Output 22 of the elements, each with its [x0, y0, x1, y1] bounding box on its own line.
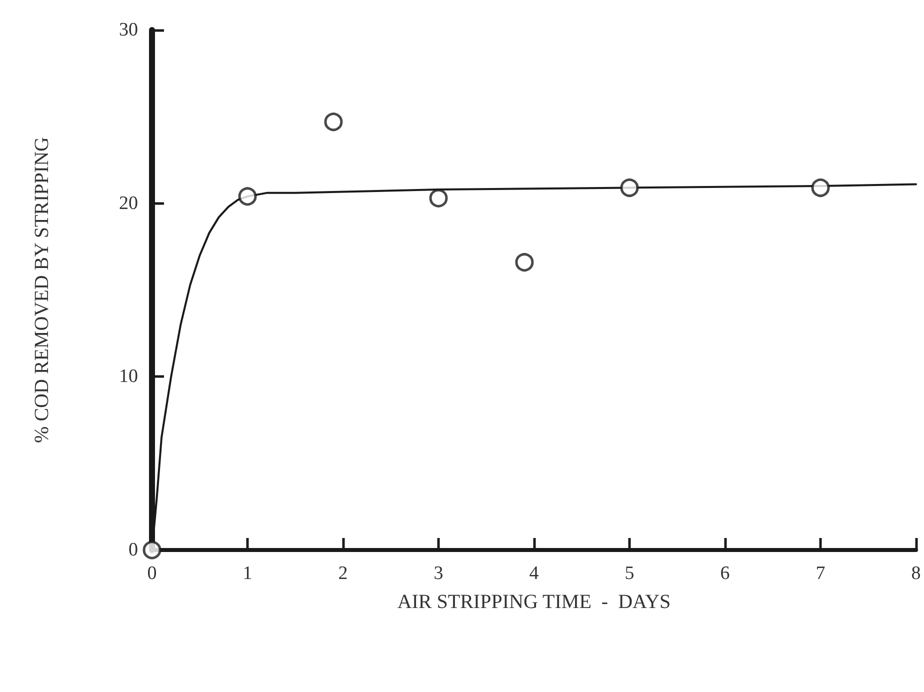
x-tick-label: 7 — [816, 563, 826, 584]
point — [142, 540, 162, 560]
point — [515, 253, 534, 272]
y-tick-label: 20 — [119, 192, 138, 214]
x-tick-label: 6 — [720, 563, 730, 584]
y-axis-title: % COD REMOVED BY STRIPPING — [31, 137, 53, 443]
x-tick-label: 5 — [624, 563, 634, 584]
y-tick-label: 30 — [119, 20, 138, 40]
y-tick-label: 0 — [128, 540, 138, 560]
x-tick-label: 3 — [434, 563, 444, 584]
x-tick-label: 8 — [911, 563, 921, 584]
point — [620, 178, 639, 197]
y-tick-label: 10 — [119, 366, 138, 388]
x-tick-label: 2 — [338, 563, 348, 584]
point — [324, 112, 343, 132]
point — [429, 188, 448, 208]
x-axis-title: AIR STRIPPING TIME - DAYS — [397, 591, 671, 613]
x-tick-label: 4 — [529, 563, 540, 584]
point — [811, 178, 830, 197]
x-tick-label: 1 — [242, 563, 252, 584]
x-tick-label: 0 — [147, 563, 157, 584]
point — [238, 187, 257, 206]
